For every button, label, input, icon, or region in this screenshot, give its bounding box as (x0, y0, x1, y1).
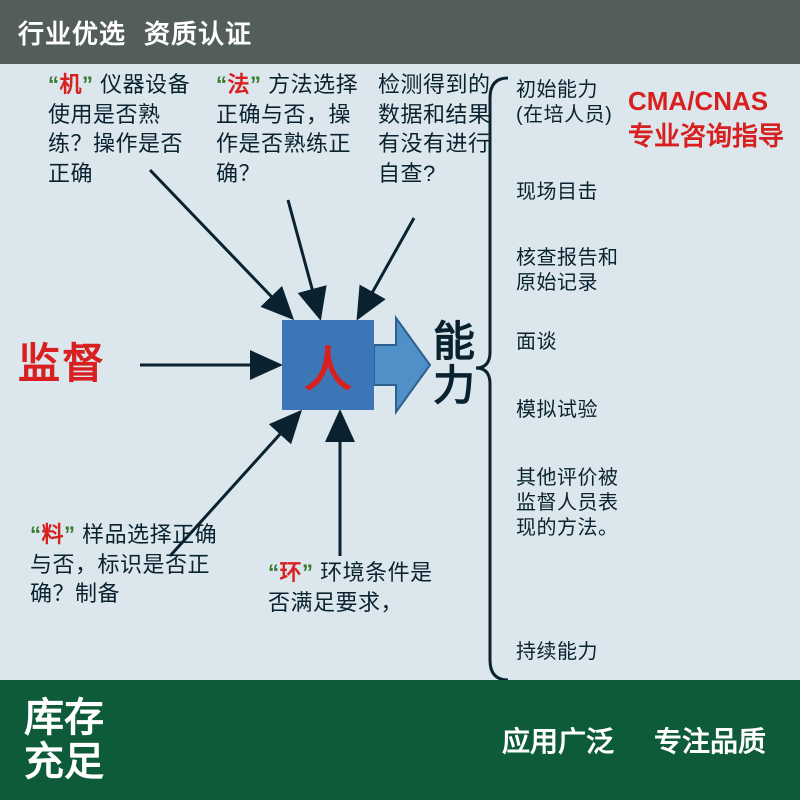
ability-item-4: 模拟试验 (516, 398, 636, 423)
ability-item-1: 现场目击 (516, 180, 636, 205)
supervise-label: 监督 (18, 330, 106, 391)
bottom-tag-2: 专注品质 (654, 720, 766, 760)
cma-line1: CMA/CNAS (628, 84, 798, 119)
lead-machine: 机 (60, 72, 83, 97)
bottom-tags: 应用广泛 专注品质 (200, 720, 800, 760)
ability-item-3: 面谈 (516, 330, 636, 355)
lead-method: 法 (228, 72, 251, 97)
text-detect: 检测得到的数据和结果有没有进行自查? (378, 72, 491, 186)
ability-item-5: 其他评价被 监督人员表 现的方法。 (516, 466, 636, 541)
bottom-left-l2: 充足 (24, 740, 200, 784)
block-env: “环” 环境条件是否满足要求， (268, 558, 448, 617)
cma-line2: 专业咨询指导 (628, 119, 798, 154)
cma-cnas-label: CMA/CNAS 专业咨询指导 (628, 84, 798, 154)
block-machine: “机” 仪器设备使用是否熟练？操作是否正确 (48, 70, 198, 189)
ability-item-6: 持续能力 (516, 640, 636, 665)
top-tag-1: 行业优选 (18, 14, 126, 51)
ability-label: 能力 (432, 320, 476, 408)
person-node: 人 (282, 320, 374, 410)
close-quote: ” (82, 72, 94, 97)
bottom-left-slogan: 库存 充足 (0, 696, 200, 784)
bottom-overlay-bar: 库存 充足 应用广泛 专注品质 (0, 680, 800, 800)
block-method: “法” 方法选择正确与否，操作是否熟练正确？ (216, 70, 366, 189)
person-glyph: 人 (304, 330, 352, 400)
lead-env: 环 (280, 560, 303, 585)
open-quote: “ (48, 72, 60, 97)
block-material: “料” 样品选择正确与否，标识是否正确？制备 (30, 520, 230, 609)
top-tag-2: 资质认证 (144, 14, 252, 51)
bottom-tag-1: 应用广泛 (502, 720, 614, 760)
lead-material: 料 (42, 522, 65, 547)
ability-item-0: 初始能力 (在培人员) (516, 78, 636, 128)
top-overlay-bar: 行业优选 资质认证 (0, 0, 800, 64)
ability-item-2: 核查报告和 原始记录 (516, 246, 636, 296)
bottom-left-l1: 库存 (24, 696, 200, 740)
diagram-canvas: 监督 人 能力 “机” 仪器设备使用是否熟练？操作是否正确 “法” 方法选择正确… (0, 0, 800, 800)
block-detect: 检测得到的数据和结果有没有进行自查? (378, 70, 506, 189)
